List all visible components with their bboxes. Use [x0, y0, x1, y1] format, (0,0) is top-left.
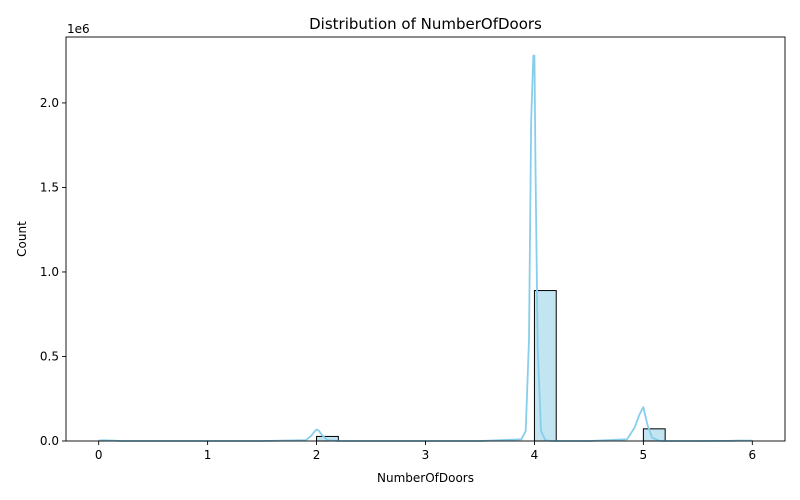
x-tick-label: 6	[748, 448, 756, 462]
y-tick-label: 0.0	[40, 434, 59, 448]
x-axis-label: NumberOfDoors	[377, 471, 474, 485]
y-tick-label: 0.5	[40, 349, 59, 363]
x-tick-label: 3	[422, 448, 430, 462]
kde-line	[98, 54, 753, 442]
y-axis-ticks: 0.0 0.5 1.0 1.5 2.0	[40, 96, 66, 448]
x-axis-ticks: 0 1 2 3 4 5 6	[95, 441, 756, 462]
x-tick-label: 1	[204, 448, 212, 462]
plot-frame	[65, 36, 786, 442]
y-axis-label: Count	[15, 221, 29, 257]
x-tick-label: 5	[640, 448, 648, 462]
y-tick-label: 1.5	[40, 180, 59, 194]
kde-group	[98, 54, 753, 442]
x-tick-label: 4	[531, 448, 539, 462]
y-axis-offset-label: 1e6	[67, 22, 90, 36]
x-tick-label: 2	[313, 448, 321, 462]
y-tick-label: 2.0	[40, 96, 59, 110]
y-tick-label: 1.0	[40, 265, 59, 279]
bars-group	[98, 290, 753, 442]
chart-title: Distribution of NumberOfDoors	[309, 15, 542, 33]
x-tick-label: 0	[95, 448, 103, 462]
